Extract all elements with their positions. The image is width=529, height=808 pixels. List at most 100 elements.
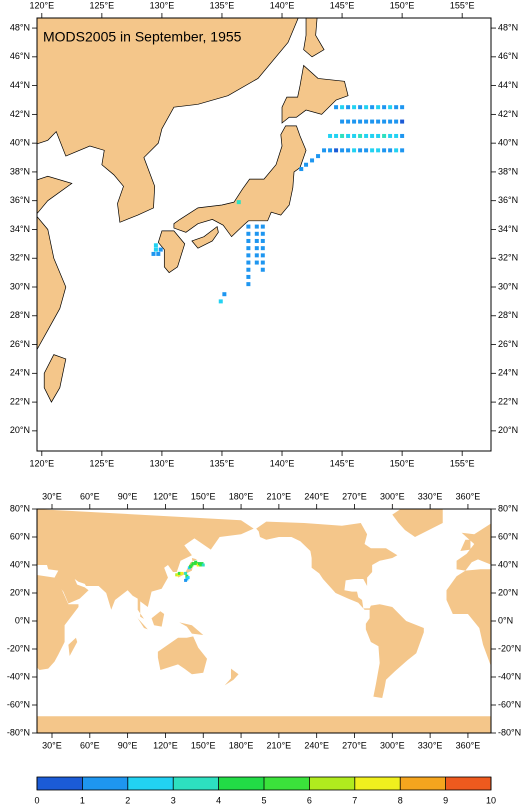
y-tick-label: 40°N (498, 138, 518, 148)
y-tick-label: 34°N (10, 224, 30, 234)
observation (260, 238, 265, 243)
observation (388, 148, 393, 153)
y-tick-label: 32°N (498, 253, 518, 263)
continent (256, 521, 424, 698)
observation (370, 148, 375, 153)
coastline (304, 18, 324, 56)
observation (246, 260, 251, 265)
x-tick-label: 330°E (418, 491, 443, 501)
observation (346, 148, 351, 153)
observation (334, 133, 339, 138)
observation (394, 133, 399, 138)
y-tick-label: 46°N (10, 51, 30, 61)
observation (222, 292, 227, 297)
y-tick-label: 24°N (498, 368, 518, 378)
y-tick-label: 20°N (10, 587, 30, 597)
observation (358, 133, 363, 138)
y-tick-label: 60°N (498, 531, 518, 541)
y-tick-label: 26°N (498, 339, 518, 349)
observation (358, 105, 363, 110)
x-tick-label: 145°E (330, 458, 355, 468)
y-tick-label: 20°N (498, 425, 518, 435)
observation (376, 148, 381, 153)
colorbar-bin (218, 777, 264, 790)
colorbar-label: 0 (34, 795, 39, 805)
observation (254, 253, 259, 258)
observation (328, 148, 333, 153)
x-tick-label: 150°E (390, 458, 415, 468)
y-tick-label: -80°N (7, 727, 30, 737)
x-tick-label: 155°E (450, 0, 475, 10)
x-tick-label: 120°E (153, 740, 178, 750)
colorbar-label: 5 (261, 795, 266, 805)
observation (340, 148, 345, 153)
continent (37, 575, 79, 670)
observation (158, 247, 163, 252)
observation (310, 158, 315, 163)
x-tick-label: 30°E (42, 740, 62, 750)
y-tick-label: 20°N (10, 425, 30, 435)
observation (260, 253, 265, 258)
x-tick-label: 30°E (42, 491, 62, 501)
observation (254, 231, 259, 236)
observation (400, 148, 405, 153)
x-tick-label: 135°E (210, 458, 235, 468)
observation (246, 274, 251, 279)
observation (153, 247, 158, 252)
coastline (44, 355, 66, 402)
y-tick-label: 80°N (10, 503, 30, 513)
x-tick-label: 90°E (118, 740, 138, 750)
observation (340, 133, 345, 138)
x-tick-label: 60°E (80, 491, 100, 501)
x-tick-label: 130°E (150, 0, 175, 10)
y-tick-label: 40°N (498, 559, 518, 569)
x-tick-label: 155°E (450, 458, 475, 468)
continent (37, 716, 491, 733)
x-tick-label: 120°E (29, 458, 54, 468)
x-tick-label: 300°E (380, 740, 405, 750)
x-tick-label: 135°E (210, 0, 235, 10)
observation (260, 231, 265, 236)
observation (260, 246, 265, 251)
y-tick-label: -40°N (498, 671, 521, 681)
observation (201, 563, 205, 567)
colorbar-label: 7 (352, 795, 357, 805)
x-tick-label: 120°E (153, 491, 178, 501)
y-tick-label: 28°N (498, 310, 518, 320)
observation (299, 167, 304, 172)
continent (456, 523, 491, 571)
observation (370, 119, 375, 124)
colorbar-bin (82, 777, 128, 790)
colorbar-bin (309, 777, 355, 790)
observation (254, 246, 259, 251)
x-tick-label: 210°E (267, 491, 292, 501)
y-tick-label: 28°N (10, 310, 30, 320)
map-title: MODS2005 in September, 1955 (43, 29, 242, 45)
colorbar-bin (37, 777, 83, 790)
x-tick-label: 125°E (90, 458, 115, 468)
x-tick-label: 150°E (191, 491, 216, 501)
observation (340, 119, 345, 124)
colorbar-bin (400, 777, 446, 790)
colorbar-label: 10 (486, 795, 496, 805)
y-tick-label: 30°N (498, 281, 518, 291)
colorbar-bin (264, 777, 310, 790)
observation (254, 238, 259, 243)
y-tick-label: 34°N (498, 224, 518, 234)
continent (133, 611, 204, 635)
map-frame (36, 17, 492, 452)
observation (370, 133, 375, 138)
coastline (282, 65, 348, 123)
y-tick-label: 0°N (498, 615, 513, 625)
observation (246, 253, 251, 258)
coastline (174, 126, 306, 237)
y-tick-label: 60°N (10, 531, 30, 541)
continent (392, 509, 443, 538)
y-tick-label: 22°N (10, 396, 30, 406)
y-tick-label: 38°N (10, 166, 30, 176)
observation (394, 119, 399, 124)
x-tick-label: 360°E (456, 740, 481, 750)
y-tick-label: -60°N (498, 699, 521, 709)
